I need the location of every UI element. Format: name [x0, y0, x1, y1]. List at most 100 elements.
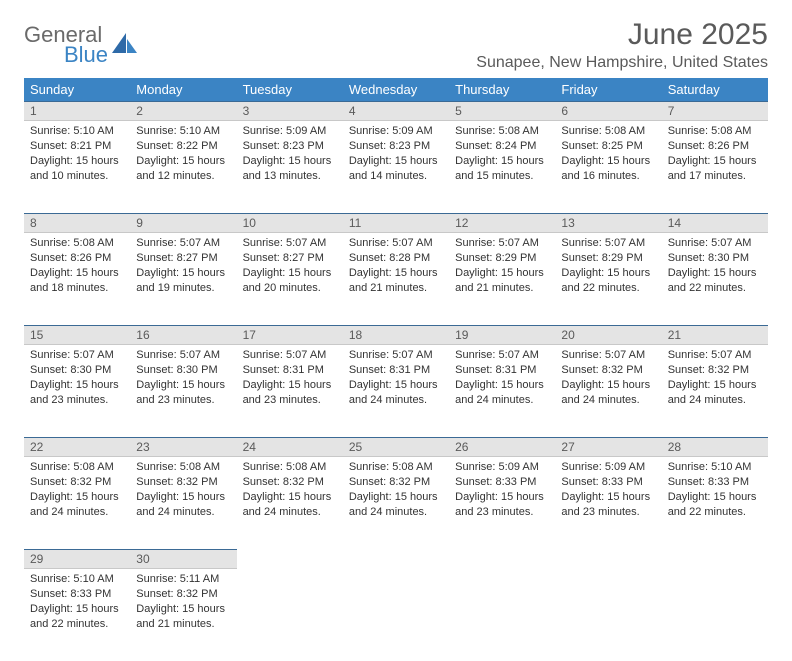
daylight-text: Daylight: 15 hours and 17 minutes. [668, 154, 762, 184]
sunset-text: Sunset: 8:23 PM [349, 139, 443, 154]
day-details: Sunrise: 5:07 AMSunset: 8:29 PMDaylight:… [449, 233, 555, 301]
day-content-cell: Sunrise: 5:07 AMSunset: 8:29 PMDaylight:… [555, 233, 661, 325]
day-content-cell [555, 569, 661, 661]
day-number-cell: 20 [555, 325, 661, 345]
day-details: Sunrise: 5:08 AMSunset: 8:32 PMDaylight:… [343, 457, 449, 525]
day-number: 15 [24, 325, 130, 345]
sunrise-text: Sunrise: 5:07 AM [668, 348, 762, 363]
sunset-text: Sunset: 8:33 PM [455, 475, 549, 490]
day-number-cell: 17 [237, 325, 343, 345]
day-content-cell: Sunrise: 5:10 AMSunset: 8:33 PMDaylight:… [24, 569, 130, 661]
daylight-text: Daylight: 15 hours and 24 minutes. [349, 378, 443, 408]
day-header: Monday [130, 78, 236, 101]
sunset-text: Sunset: 8:29 PM [455, 251, 549, 266]
day-content-cell: Sunrise: 5:07 AMSunset: 8:30 PMDaylight:… [130, 345, 236, 437]
day-details: Sunrise: 5:07 AMSunset: 8:30 PMDaylight:… [662, 233, 768, 301]
day-number: 9 [130, 213, 236, 233]
day-number: 10 [237, 213, 343, 233]
day-details: Sunrise: 5:07 AMSunset: 8:28 PMDaylight:… [343, 233, 449, 301]
day-content-cell: Sunrise: 5:07 AMSunset: 8:32 PMDaylight:… [555, 345, 661, 437]
day-content-cell: Sunrise: 5:07 AMSunset: 8:30 PMDaylight:… [24, 345, 130, 437]
day-number-cell [343, 549, 449, 569]
daylight-text: Daylight: 15 hours and 23 minutes. [561, 490, 655, 520]
daylight-text: Daylight: 15 hours and 20 minutes. [243, 266, 337, 296]
day-number-cell: 22 [24, 437, 130, 457]
day-details: Sunrise: 5:08 AMSunset: 8:24 PMDaylight:… [449, 121, 555, 189]
sunrise-text: Sunrise: 5:07 AM [243, 348, 337, 363]
sunset-text: Sunset: 8:28 PM [349, 251, 443, 266]
day-content-cell: Sunrise: 5:08 AMSunset: 8:25 PMDaylight:… [555, 121, 661, 213]
day-number: 22 [24, 437, 130, 457]
day-content-cell: Sunrise: 5:07 AMSunset: 8:31 PMDaylight:… [343, 345, 449, 437]
week-number-row: 891011121314 [24, 213, 768, 233]
day-number-cell: 19 [449, 325, 555, 345]
sunset-text: Sunset: 8:22 PM [136, 139, 230, 154]
week-content-row: Sunrise: 5:10 AMSunset: 8:33 PMDaylight:… [24, 569, 768, 661]
day-details: Sunrise: 5:08 AMSunset: 8:26 PMDaylight:… [662, 121, 768, 189]
daylight-text: Daylight: 15 hours and 23 minutes. [136, 378, 230, 408]
day-number-cell: 1 [24, 101, 130, 121]
sunset-text: Sunset: 8:26 PM [30, 251, 124, 266]
day-number: 21 [662, 325, 768, 345]
day-number: 18 [343, 325, 449, 345]
day-number-cell: 16 [130, 325, 236, 345]
title-block: June 2025 Sunapee, New Hampshire, United… [476, 18, 768, 72]
day-details: Sunrise: 5:07 AMSunset: 8:30 PMDaylight:… [130, 345, 236, 413]
sunrise-text: Sunrise: 5:08 AM [349, 460, 443, 475]
calendar-page: General Blue June 2025 Sunapee, New Hamp… [0, 0, 792, 612]
day-content-cell: Sunrise: 5:08 AMSunset: 8:32 PMDaylight:… [343, 457, 449, 549]
sunrise-text: Sunrise: 5:07 AM [243, 236, 337, 251]
day-header-row: Sunday Monday Tuesday Wednesday Thursday… [24, 78, 768, 101]
daylight-text: Daylight: 15 hours and 12 minutes. [136, 154, 230, 184]
sunrise-text: Sunrise: 5:10 AM [668, 460, 762, 475]
sunrise-text: Sunrise: 5:07 AM [136, 348, 230, 363]
sunrise-text: Sunrise: 5:09 AM [455, 460, 549, 475]
daylight-text: Daylight: 15 hours and 23 minutes. [243, 378, 337, 408]
week-number-row: 1234567 [24, 101, 768, 121]
day-content-cell: Sunrise: 5:07 AMSunset: 8:27 PMDaylight:… [237, 233, 343, 325]
day-number: 27 [555, 437, 661, 457]
day-content-cell: Sunrise: 5:08 AMSunset: 8:32 PMDaylight:… [24, 457, 130, 549]
day-content-cell: Sunrise: 5:07 AMSunset: 8:31 PMDaylight:… [237, 345, 343, 437]
day-details: Sunrise: 5:07 AMSunset: 8:27 PMDaylight:… [130, 233, 236, 301]
day-number: 3 [237, 101, 343, 121]
day-number-cell: 18 [343, 325, 449, 345]
daylight-text: Daylight: 15 hours and 24 minutes. [136, 490, 230, 520]
daylight-text: Daylight: 15 hours and 24 minutes. [668, 378, 762, 408]
sunset-text: Sunset: 8:27 PM [243, 251, 337, 266]
day-number-cell [662, 549, 768, 569]
day-details: Sunrise: 5:10 AMSunset: 8:33 PMDaylight:… [662, 457, 768, 525]
sunset-text: Sunset: 8:31 PM [243, 363, 337, 378]
day-number: 29 [24, 549, 130, 569]
sunset-text: Sunset: 8:30 PM [136, 363, 230, 378]
day-number-cell: 25 [343, 437, 449, 457]
daylight-text: Daylight: 15 hours and 18 minutes. [30, 266, 124, 296]
day-number-cell: 28 [662, 437, 768, 457]
sunset-text: Sunset: 8:25 PM [561, 139, 655, 154]
day-number-cell: 5 [449, 101, 555, 121]
sunrise-text: Sunrise: 5:07 AM [136, 236, 230, 251]
daylight-text: Daylight: 15 hours and 24 minutes. [243, 490, 337, 520]
day-number: 1 [24, 101, 130, 121]
day-content-cell: Sunrise: 5:08 AMSunset: 8:24 PMDaylight:… [449, 121, 555, 213]
sunset-text: Sunset: 8:32 PM [136, 587, 230, 602]
day-content-cell: Sunrise: 5:07 AMSunset: 8:31 PMDaylight:… [449, 345, 555, 437]
day-number: 4 [343, 101, 449, 121]
calendar-table: Sunday Monday Tuesday Wednesday Thursday… [24, 78, 768, 661]
day-number-cell: 8 [24, 213, 130, 233]
daylight-text: Daylight: 15 hours and 19 minutes. [136, 266, 230, 296]
week-number-row: 2930 [24, 549, 768, 569]
day-content-cell: Sunrise: 5:08 AMSunset: 8:32 PMDaylight:… [130, 457, 236, 549]
sunset-text: Sunset: 8:31 PM [455, 363, 549, 378]
day-header: Friday [555, 78, 661, 101]
day-details: Sunrise: 5:10 AMSunset: 8:21 PMDaylight:… [24, 121, 130, 189]
day-details: Sunrise: 5:07 AMSunset: 8:32 PMDaylight:… [555, 345, 661, 413]
sunrise-text: Sunrise: 5:10 AM [30, 124, 124, 139]
day-content-cell: Sunrise: 5:08 AMSunset: 8:32 PMDaylight:… [237, 457, 343, 549]
day-details: Sunrise: 5:09 AMSunset: 8:23 PMDaylight:… [343, 121, 449, 189]
day-content-cell: Sunrise: 5:07 AMSunset: 8:27 PMDaylight:… [130, 233, 236, 325]
daylight-text: Daylight: 15 hours and 21 minutes. [349, 266, 443, 296]
day-number-cell [449, 549, 555, 569]
day-number-cell [555, 549, 661, 569]
sunrise-text: Sunrise: 5:08 AM [30, 460, 124, 475]
